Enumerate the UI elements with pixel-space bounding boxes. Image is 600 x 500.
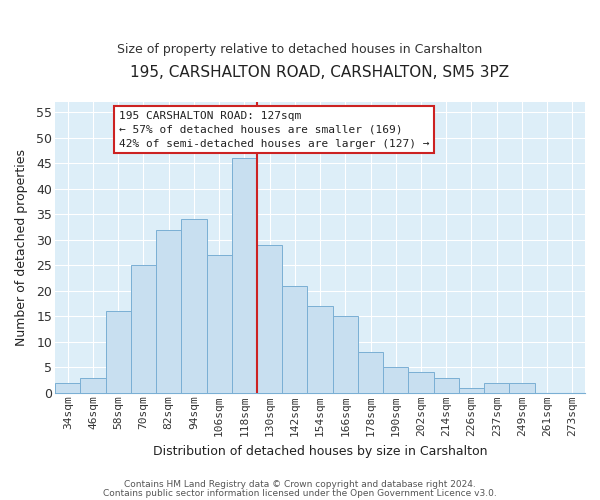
- Text: Size of property relative to detached houses in Carshalton: Size of property relative to detached ho…: [118, 42, 482, 56]
- Bar: [332, 316, 358, 393]
- Bar: [55, 382, 80, 393]
- Bar: [156, 230, 181, 393]
- X-axis label: Distribution of detached houses by size in Carshalton: Distribution of detached houses by size …: [153, 444, 487, 458]
- Bar: [282, 286, 307, 393]
- Text: 195 CARSHALTON ROAD: 127sqm
← 57% of detached houses are smaller (169)
42% of se: 195 CARSHALTON ROAD: 127sqm ← 57% of det…: [119, 110, 429, 148]
- Text: Contains public sector information licensed under the Open Government Licence v3: Contains public sector information licen…: [103, 488, 497, 498]
- Bar: [509, 382, 535, 393]
- Y-axis label: Number of detached properties: Number of detached properties: [15, 149, 28, 346]
- Bar: [307, 306, 332, 393]
- Bar: [434, 378, 459, 393]
- Bar: [206, 255, 232, 393]
- Bar: [383, 368, 409, 393]
- Title: 195, CARSHALTON ROAD, CARSHALTON, SM5 3PZ: 195, CARSHALTON ROAD, CARSHALTON, SM5 3P…: [130, 65, 509, 80]
- Text: Contains HM Land Registry data © Crown copyright and database right 2024.: Contains HM Land Registry data © Crown c…: [124, 480, 476, 489]
- Bar: [409, 372, 434, 393]
- Bar: [257, 245, 282, 393]
- Bar: [232, 158, 257, 393]
- Bar: [484, 382, 509, 393]
- Bar: [106, 311, 131, 393]
- Bar: [459, 388, 484, 393]
- Bar: [80, 378, 106, 393]
- Bar: [131, 266, 156, 393]
- Bar: [358, 352, 383, 393]
- Bar: [181, 220, 206, 393]
